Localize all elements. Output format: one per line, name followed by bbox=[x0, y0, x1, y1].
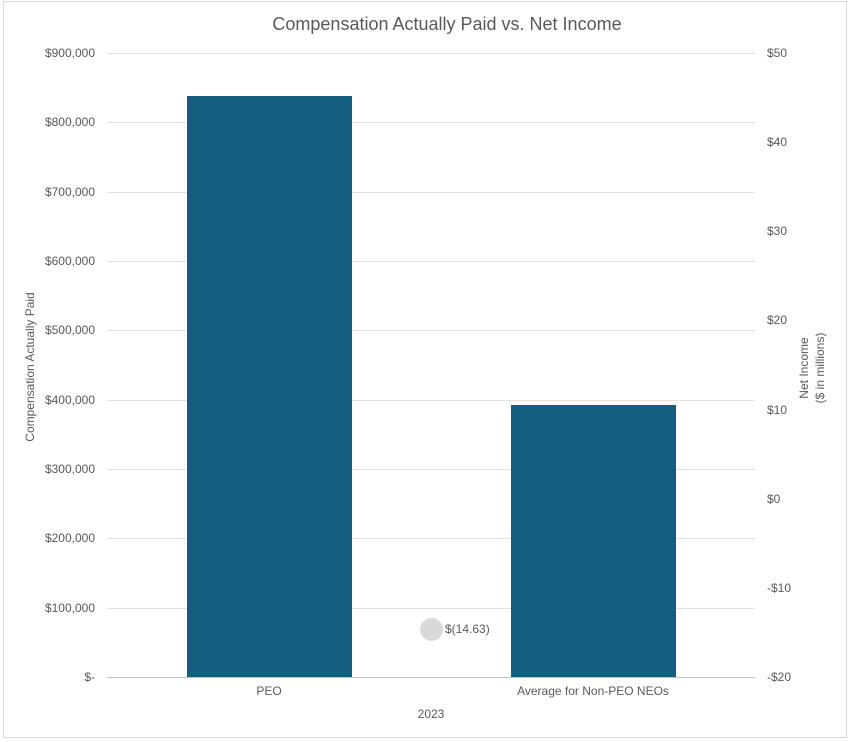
left-axis-tick-label: $- bbox=[84, 670, 95, 684]
gridline bbox=[107, 53, 755, 54]
left-axis-tick-label: $400,000 bbox=[44, 393, 95, 407]
x-axis-line bbox=[107, 677, 755, 678]
gridline bbox=[107, 261, 755, 262]
gridline bbox=[107, 400, 755, 401]
right-axis-tick-label: -$20 bbox=[767, 670, 792, 684]
category-label: Average for Non-PEO NEOs bbox=[517, 684, 669, 698]
gridline bbox=[107, 122, 755, 123]
right-axis-tick-label: $0 bbox=[767, 492, 781, 506]
right-axis-title: Net Income ($ in millions) bbox=[796, 333, 828, 404]
right-axis-tick-label: -$10 bbox=[767, 581, 792, 595]
right-axis-tick-label: $10 bbox=[767, 403, 788, 417]
category-label: PEO bbox=[256, 684, 282, 698]
gridline bbox=[107, 330, 755, 331]
chart-title: Compensation Actually Paid vs. Net Incom… bbox=[272, 14, 622, 34]
left-axis-tick-label: $700,000 bbox=[44, 185, 95, 199]
right-axis-tick-label: $20 bbox=[767, 313, 788, 327]
left-axis-title: Compensation Actually Paid bbox=[23, 292, 37, 442]
right-axis-tick-label: $40 bbox=[767, 135, 788, 149]
net-income-point bbox=[420, 618, 443, 641]
gridline bbox=[107, 469, 755, 470]
left-axis-tick-label: $300,000 bbox=[44, 462, 95, 476]
right-axis-tick-label: $50 bbox=[767, 46, 788, 60]
left-axis-tick-label: $800,000 bbox=[44, 115, 95, 129]
right-axis-title-line2: ($ in millions) bbox=[813, 332, 827, 404]
right-axis-title-line1: Net Income bbox=[797, 337, 811, 399]
left-axis-tick-label: $500,000 bbox=[44, 323, 95, 337]
gridline bbox=[107, 192, 755, 193]
left-axis-tick-label: $900,000 bbox=[44, 46, 95, 60]
bar-average-non-peo-neos bbox=[511, 405, 676, 677]
left-axis-tick-label: $600,000 bbox=[44, 254, 95, 268]
gridline bbox=[107, 538, 755, 539]
bar-peo bbox=[187, 96, 352, 677]
x-axis-group-label: 2023 bbox=[417, 707, 445, 721]
left-axis-tick-label: $100,000 bbox=[44, 601, 95, 615]
net-income-data-label: $(14.63) bbox=[445, 622, 490, 636]
right-axis-tick-label: $30 bbox=[767, 224, 788, 238]
left-axis-tick-label: $200,000 bbox=[44, 531, 95, 545]
gridline bbox=[107, 608, 755, 609]
